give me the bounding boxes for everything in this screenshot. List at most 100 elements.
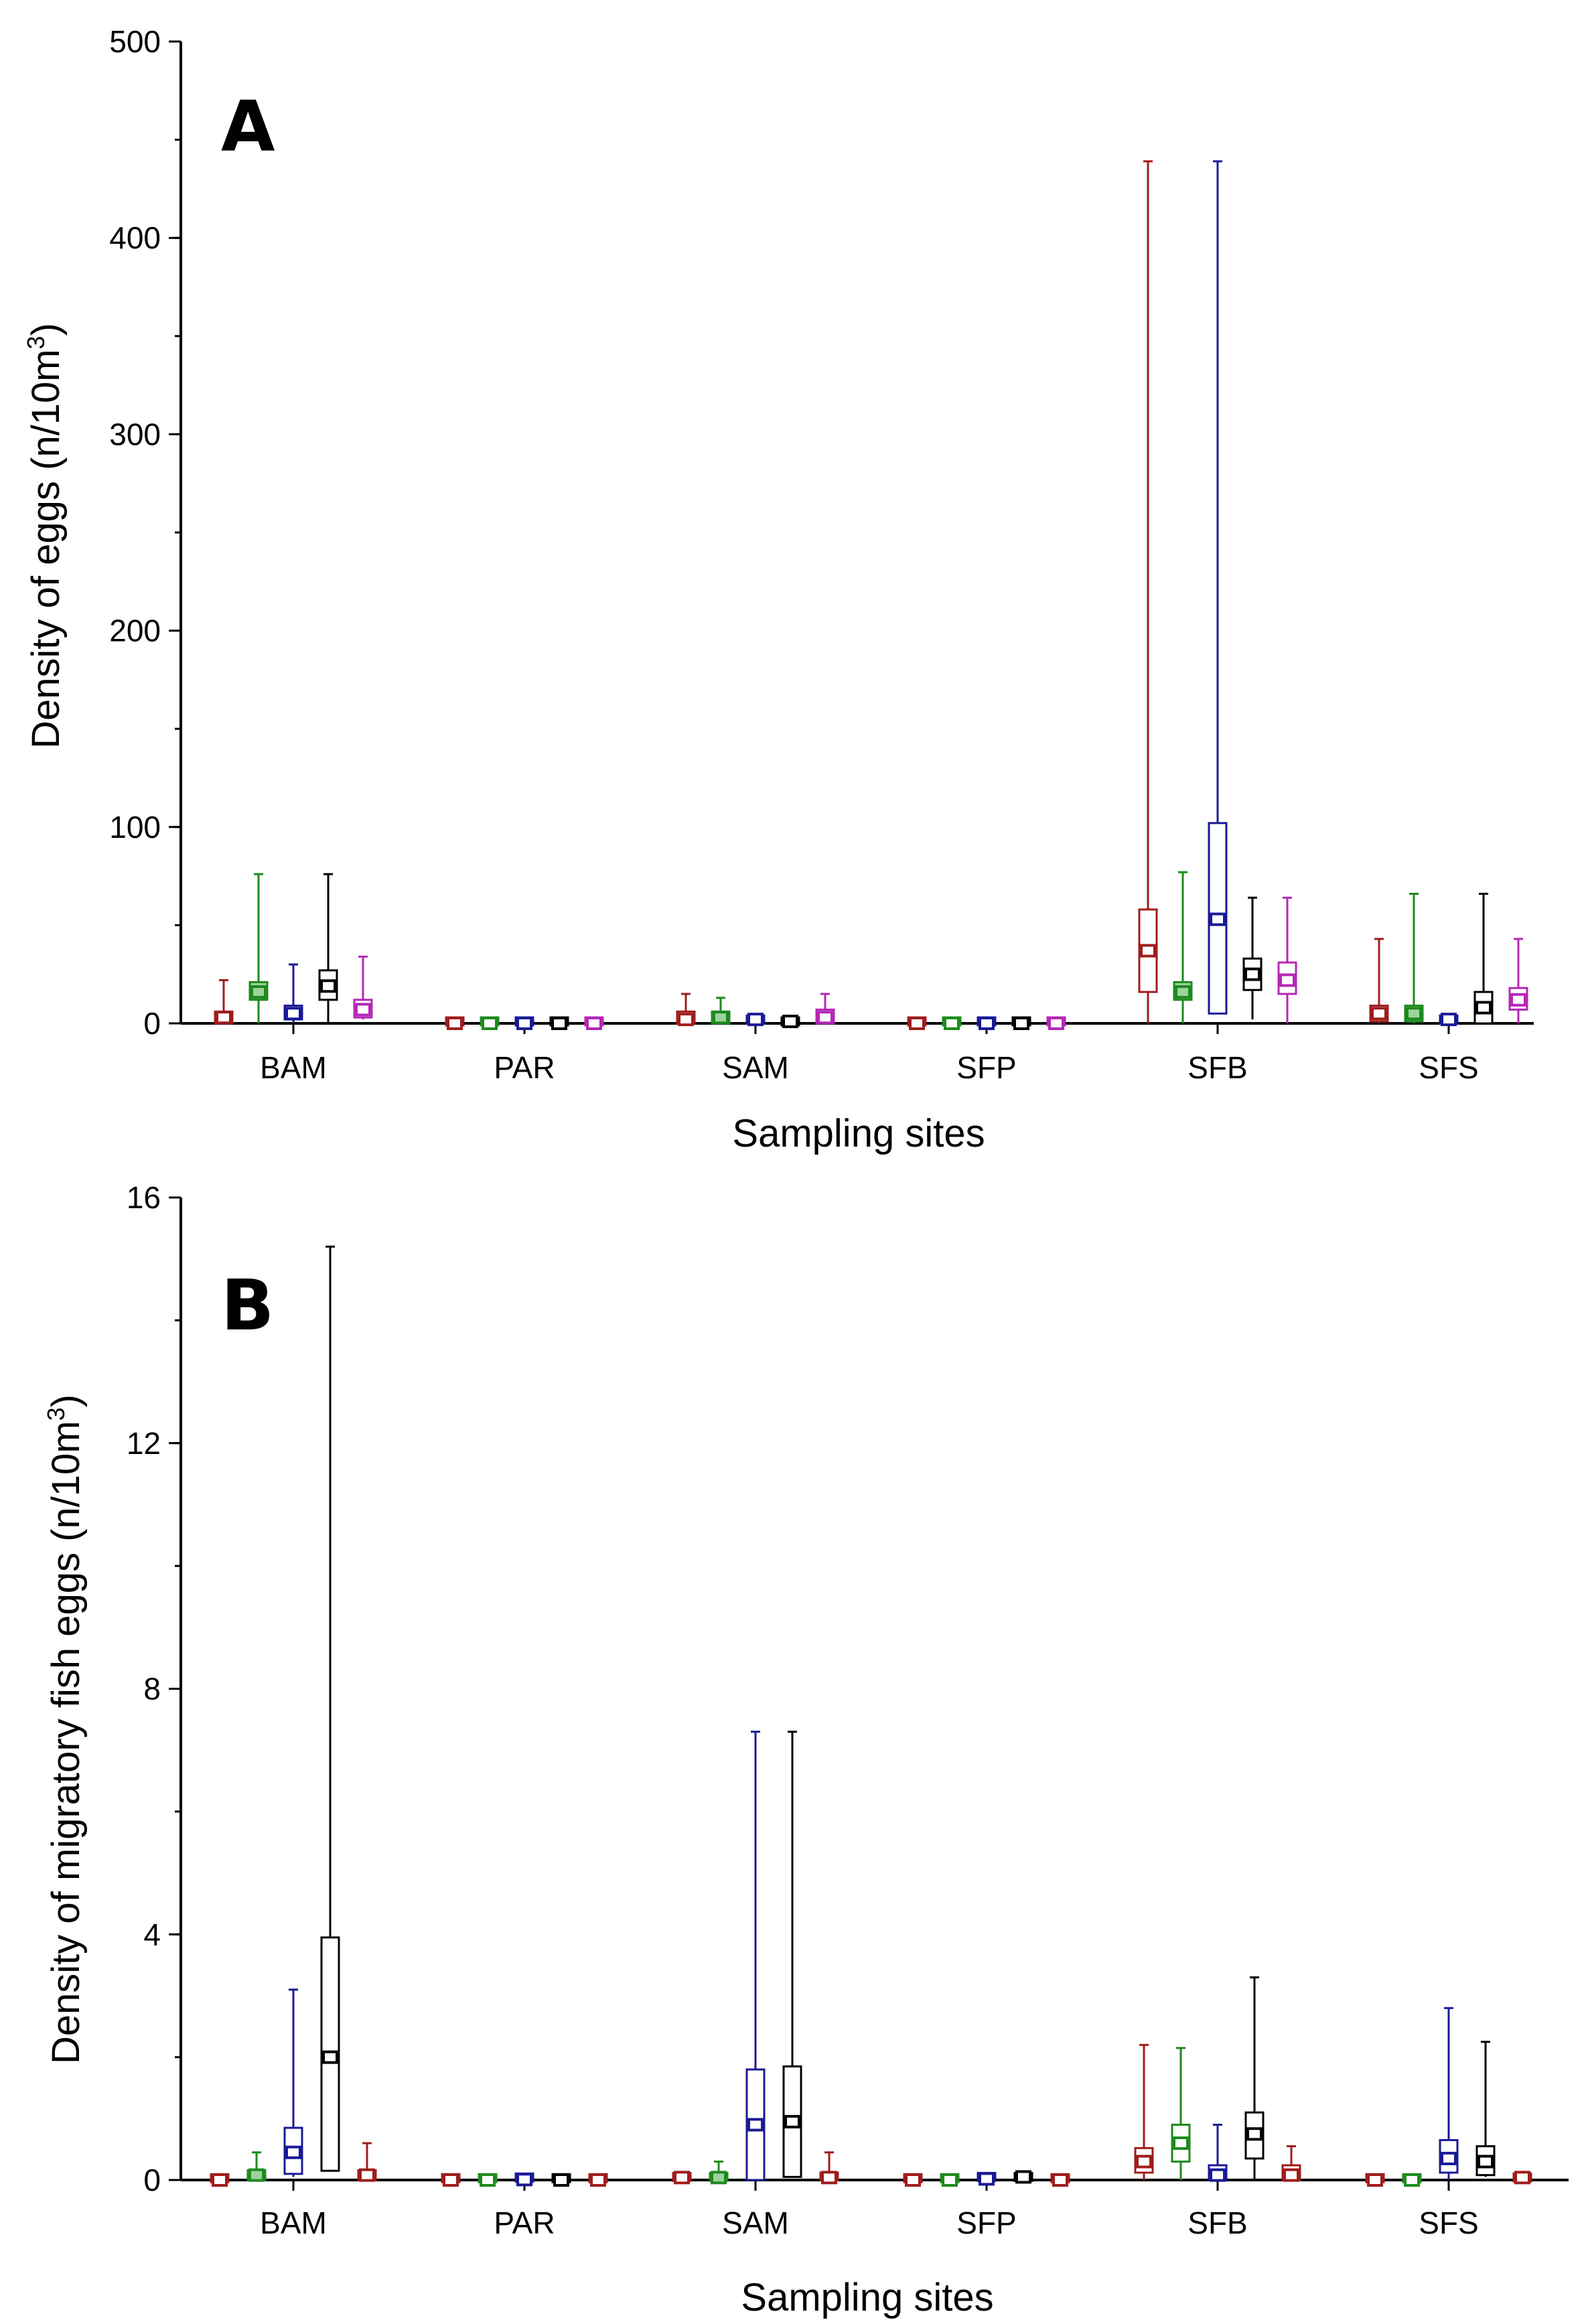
panel-a-median-marker [909, 1017, 925, 1030]
panel-a-box-par-0 [445, 1016, 465, 1030]
panel-b-box-sfb-2 [1208, 2123, 1228, 2182]
panel-b-median-marker [1367, 2173, 1383, 2187]
panel-b-box-sfs-4 [1512, 2171, 1532, 2185]
panel-b-median-marker [1210, 2168, 1226, 2182]
panel-a-median-marker [747, 1013, 764, 1027]
panel-b-median-marker [747, 2118, 764, 2132]
panel-a-box-sam-3 [780, 1015, 800, 1029]
panel-a-box-sfp-4 [1046, 1016, 1066, 1030]
panel-a-box-sam-4 [815, 993, 835, 1025]
panel-b-box-sam-0 [672, 2171, 692, 2185]
panel-a-median-marker [216, 1011, 232, 1025]
panel-b-box-bam-4 [357, 2142, 377, 2182]
panel-b-median-marker [285, 2145, 301, 2159]
panel-b-median-marker [590, 2173, 606, 2187]
panel-a-box-sfp-1 [942, 1016, 962, 1030]
panel-a-box-sfb-3 [1242, 896, 1263, 1020]
panel-a-box-sam-1 [711, 997, 731, 1025]
panel-b-y-tick-label: 8 [143, 1672, 161, 1706]
panel-a-median-marker [447, 1017, 463, 1030]
panel-b-x-tick-label: SAM [722, 2205, 789, 2240]
panel-b-box-par-0 [441, 2173, 461, 2187]
panel-a-median-marker [551, 1017, 567, 1030]
panel-b-median-marker [1514, 2171, 1530, 2185]
panel-b-x-axis-title: Sampling sites [741, 2276, 993, 2319]
panel-b-median-marker [516, 2173, 532, 2187]
panel-a-median-marker [979, 1017, 995, 1030]
panel-b-box-sfs-1 [1402, 2173, 1422, 2187]
panel-b-median-marker [1052, 2173, 1068, 2187]
panel-a-box-sfs-0 [1369, 938, 1389, 1023]
panel-b-median-marker [711, 2171, 727, 2185]
panel-b-median-marker [821, 2171, 837, 2185]
panel-a-x-tick-label: BAM [260, 1050, 327, 1085]
panel-b-y-axis-title: Density of migratory fish eggs (n/10m3) [42, 1394, 88, 2064]
panel-b-median-marker [1015, 2170, 1031, 2184]
panel-b-median-marker [942, 2173, 958, 2187]
panel-a-box-bam-3 [318, 873, 338, 1023]
panel-b-box-bam-0 [210, 2173, 230, 2187]
panel-b-y-title-superscript: 3 [42, 1407, 70, 1421]
panel-a-y-title-end: ) [24, 323, 68, 336]
panel-b-box-sfs-2 [1439, 2007, 1459, 2180]
panel-b-median-marker [1477, 2155, 1494, 2169]
panel-a-letter: A [221, 86, 275, 167]
panel-a-median-marker [355, 1003, 371, 1017]
panel-b-box-sfp-3 [1013, 2170, 1033, 2184]
panel-b-box-sfp-1 [940, 2173, 960, 2187]
panel-b-median-marker [322, 2050, 338, 2064]
panel-b-box-bam-2 [283, 1988, 303, 2177]
panel-b-x-tick-label: BAM [260, 2205, 327, 2240]
panel-b-box-sfp-2 [977, 2171, 997, 2186]
panel-b-box-sfp-4 [1050, 2173, 1070, 2187]
panel-b-box-sfs-0 [1365, 2173, 1385, 2187]
panel-b-box-sam-1 [709, 2160, 729, 2185]
panel-a-y-title-superscript: 3 [22, 336, 50, 349]
panel-a-median-marker [782, 1015, 798, 1029]
panel-a-median-marker [1279, 973, 1295, 987]
panel-b-x-tick-label: SFP [956, 2205, 1016, 2240]
panel-b-y-title-end: ) [44, 1394, 88, 1407]
panel-a-box-sfb-1 [1173, 871, 1193, 1023]
panel-a-box-sfb-4 [1277, 896, 1297, 1023]
panel-a-y-tick-label: 0 [143, 1006, 161, 1041]
panel-a-box-bam-2 [283, 963, 303, 1023]
panel-a-box-sfp-0 [907, 1016, 927, 1030]
panel-a-x-tick-label: SFP [956, 1050, 1016, 1085]
panel-b-median-marker [359, 2168, 375, 2182]
panel-a-median-marker [250, 985, 267, 999]
panel-a-y-axis-title: Density of eggs (n/10m3) [22, 323, 68, 749]
panel-a-y-tick-label: 300 [109, 417, 161, 451]
panel-b-median-marker [212, 2173, 228, 2187]
panel-a-median-marker [1140, 944, 1156, 958]
panel-a-chart: A 0 100 200 300 400 500 BAM PAR SAM SFP SFB SFS Sam… [22, 24, 1534, 1155]
panel-a-box-sfs-2 [1439, 1013, 1459, 1027]
panel-a-median-marker [320, 979, 336, 993]
panel-b-box-par-3 [551, 2173, 571, 2187]
panel-a-median-marker [482, 1017, 498, 1030]
panel-a-median-marker [1510, 993, 1526, 1007]
panel-b-chart: B 0 4 8 12 16 BAM PAR SAM SFP SFB SFS Sampling sit… [42, 1180, 1569, 2319]
panel-b-median-marker [1283, 2168, 1299, 2182]
panel-a-box-sfs-3 [1473, 892, 1494, 1025]
panel-b-box-sam-3 [782, 1731, 802, 2178]
panel-b-median-marker [480, 2173, 496, 2187]
panel-a-box-par-3 [549, 1016, 569, 1030]
panel-a-median-marker [1406, 1007, 1422, 1021]
panel-b-median-marker [443, 2173, 459, 2187]
panel-a-x-tick-label: SAM [722, 1050, 789, 1085]
panel-a-box-bam-1 [248, 873, 269, 1023]
panel-a-median-marker [944, 1017, 960, 1030]
panel-b-median-marker [674, 2171, 690, 2185]
panel-b-box-par-2 [514, 2172, 534, 2187]
panel-a-box-sam-0 [676, 993, 696, 1027]
panel-a-median-marker [285, 1007, 301, 1021]
panel-b-x-tick-label: SFS [1419, 2205, 1478, 2240]
panel-a-median-marker [1244, 967, 1260, 981]
panel-a-median-marker [1175, 985, 1191, 999]
panel-a-box-sfs-4 [1508, 938, 1528, 1023]
panel-b-box-sfs-3 [1475, 2041, 1496, 2177]
panel-b-median-marker [784, 2114, 800, 2128]
panel-b-y-title-main: Density of migratory fish eggs (n/10m [44, 1421, 88, 2064]
